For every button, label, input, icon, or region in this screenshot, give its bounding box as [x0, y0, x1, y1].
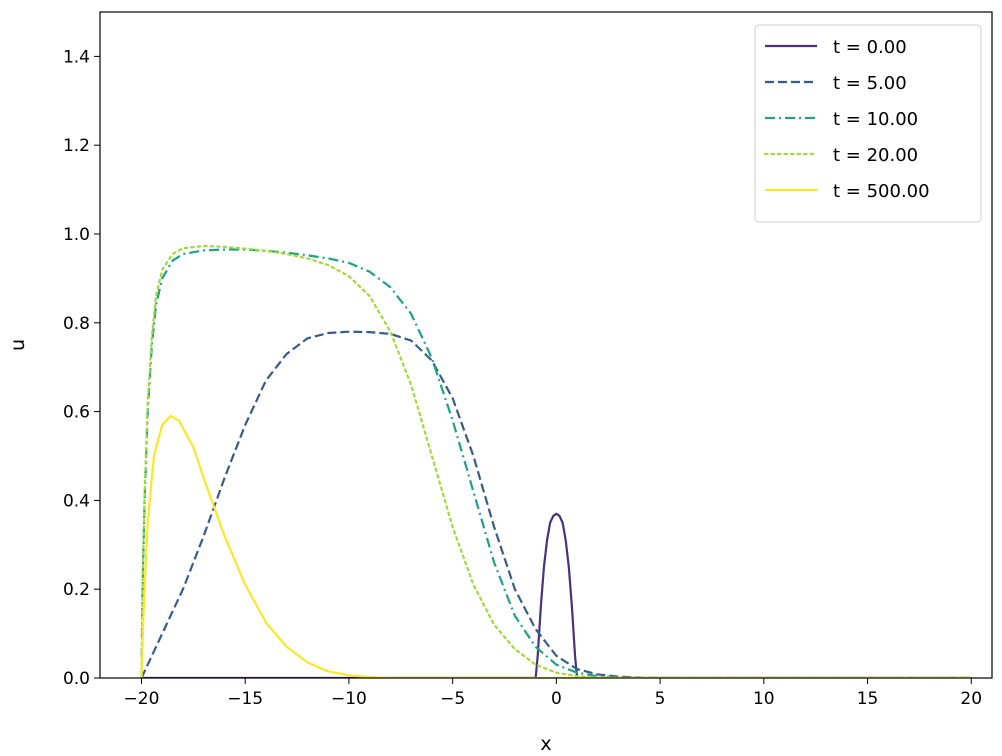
y-tick-label: 1.2 — [63, 136, 90, 156]
x-tick-label: −10 — [331, 689, 367, 709]
y-tick-label: 0.4 — [63, 491, 90, 511]
series-line-4 — [140, 244, 973, 678]
y-axis: 0.0 0.2 0.4 0.6 0.8 1.0 1.2 1.4 — [63, 47, 100, 689]
y-tick-label: 0.6 — [63, 403, 90, 423]
x-tick-label: −20 — [124, 689, 160, 709]
legend-label: t = 500.00 — [833, 181, 930, 202]
legend-box — [754, 24, 982, 223]
series-layer — [140, 244, 973, 678]
series-line-3 — [140, 248, 972, 678]
series-line-5 — [140, 414, 972, 678]
x-tick-label: 20 — [960, 689, 982, 709]
legend-label: t = 10.00 — [833, 109, 918, 130]
x-tick-label: 5 — [655, 689, 666, 709]
x-tick-label: 0 — [551, 689, 562, 709]
y-axis-label: u — [7, 339, 29, 351]
y-tick-label: 0.2 — [63, 580, 90, 600]
y-tick-label: 1.0 — [63, 225, 90, 245]
x-tick-label: −5 — [440, 689, 465, 709]
x-tick-label: 15 — [857, 689, 879, 709]
plot-frame — [99, 11, 993, 679]
legend: t = 0.00 t = 5.00 t = 10.00 t = 20.00 t = 50… — [754, 24, 982, 223]
legend-label: t = 5.00 — [833, 73, 907, 94]
y-tick-label: 0.8 — [63, 314, 90, 334]
series-line-1 — [141, 512, 972, 678]
x-axis: −20 −15 −10 −5 0 5 10 15 20 — [124, 678, 982, 709]
legend-label: t = 0.00 — [833, 37, 907, 58]
legend-label: t = 20.00 — [833, 145, 918, 166]
x-axis-label: x — [540, 733, 551, 755]
y-tick-label: 0.0 — [63, 669, 90, 689]
y-tick-label: 1.4 — [63, 47, 90, 67]
x-tick-label: 10 — [753, 689, 775, 709]
x-tick-label: −15 — [227, 689, 263, 709]
